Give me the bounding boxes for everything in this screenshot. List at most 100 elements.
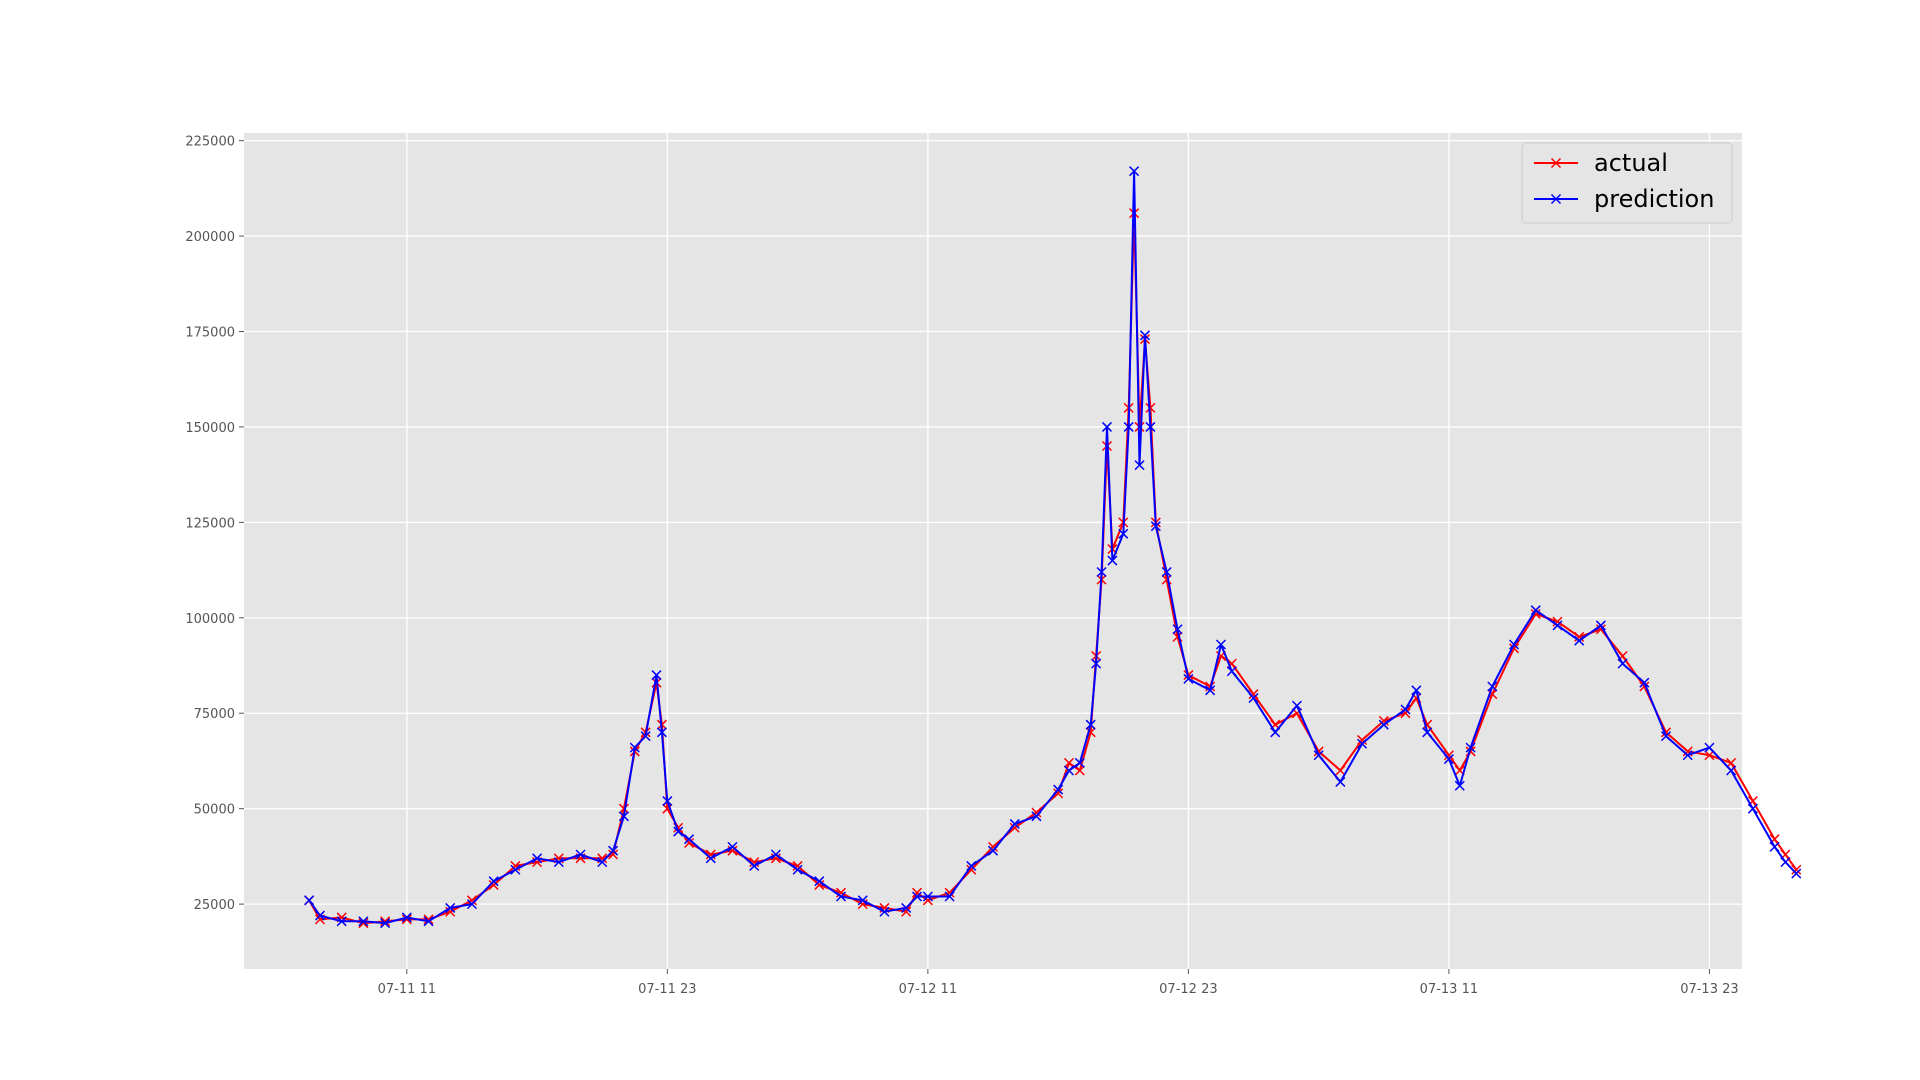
y-axis: 25000 50000 75000 100000 125000 150000 175000 2… xyxy=(185,135,244,913)
data-point-marker xyxy=(1574,631,1585,642)
data-point-marker xyxy=(1552,620,1563,631)
data-point-marker xyxy=(684,837,695,849)
data-point-marker xyxy=(1009,818,1020,829)
data-point-marker xyxy=(879,906,890,917)
data-point-marker xyxy=(466,895,477,906)
y-tick-label: 125000 xyxy=(185,516,235,531)
data-point-marker xyxy=(1335,765,1346,776)
data-point-marker xyxy=(987,845,999,856)
y-tick-label: 225000 xyxy=(185,135,235,150)
data-point-marker xyxy=(684,834,695,845)
data-point-marker xyxy=(1053,784,1064,795)
data-point-marker xyxy=(857,895,868,906)
data-point-marker xyxy=(1411,685,1422,696)
data-point-marker xyxy=(1443,754,1454,765)
data-point-marker xyxy=(1248,692,1259,703)
data-point-marker xyxy=(1063,757,1075,768)
x-tick-label: 07-13 23 xyxy=(1680,982,1738,997)
data-point-marker xyxy=(1747,803,1758,814)
data-point-marker xyxy=(1509,639,1520,650)
data-point-marker xyxy=(1660,731,1672,742)
data-point-marker xyxy=(423,914,434,925)
data-point-marker xyxy=(510,864,521,875)
data-point-marker xyxy=(1145,402,1156,413)
data-point-marker xyxy=(966,860,977,871)
data-point-marker xyxy=(1465,742,1476,753)
data-point-marker xyxy=(1400,704,1411,715)
data-point-marker xyxy=(922,891,933,902)
data-point-marker xyxy=(1248,689,1259,700)
data-point-marker xyxy=(1780,857,1791,868)
data-point-marker xyxy=(1226,658,1237,669)
data-point-marker xyxy=(1574,635,1585,646)
data-point-marker xyxy=(401,914,412,925)
data-point-marker xyxy=(1183,673,1194,684)
data-point-marker xyxy=(1161,566,1172,578)
y-tick-label: 25000 xyxy=(194,898,235,913)
data-point-marker xyxy=(792,860,803,871)
data-point-marker xyxy=(1443,750,1454,761)
data-point-marker xyxy=(1118,528,1129,539)
data-point-marker xyxy=(792,864,803,875)
data-point-marker xyxy=(1313,750,1324,761)
x-tick-label: 07-12 11 xyxy=(899,982,957,997)
data-point-marker xyxy=(1465,746,1476,757)
legend-swatch-marker xyxy=(1550,157,1562,169)
data-point-marker xyxy=(1378,719,1389,730)
data-point-marker xyxy=(1682,750,1693,761)
data-point-marker xyxy=(618,811,629,822)
data-point-marker xyxy=(445,902,456,913)
data-point-marker xyxy=(629,742,640,753)
y-tick-label: 75000 xyxy=(194,707,235,722)
x-tick-label: 07-12 23 xyxy=(1159,982,1217,997)
grid-lines xyxy=(244,133,1742,969)
data-point-marker xyxy=(1530,608,1541,620)
data-point-marker xyxy=(1074,757,1085,768)
data-point-marker xyxy=(1031,807,1042,818)
x-tick-label: 07-11 11 xyxy=(378,982,436,997)
data-point-marker xyxy=(1726,765,1737,776)
data-point-marker xyxy=(901,902,912,913)
data-point-marker xyxy=(1091,658,1102,669)
data-point-marker xyxy=(1726,757,1737,768)
data-point-marker xyxy=(304,895,315,906)
data-point-marker xyxy=(1150,521,1161,532)
data-point-marker xyxy=(336,916,347,927)
x-tick-label: 07-11 23 xyxy=(638,982,696,997)
data-point-marker xyxy=(380,916,391,927)
data-point-marker xyxy=(1270,727,1281,738)
y-tick-label: 50000 xyxy=(194,803,235,818)
data-point-marker xyxy=(358,918,369,929)
data-point-marker xyxy=(1422,727,1433,738)
data-point-marker xyxy=(1063,765,1075,776)
data-point-marker xyxy=(911,891,923,902)
data-point-marker xyxy=(1139,330,1151,341)
data-point-marker xyxy=(608,849,619,860)
data-point-marker xyxy=(1123,421,1134,432)
data-point-marker xyxy=(1791,864,1802,875)
data-point-marker xyxy=(1129,166,1140,177)
data-point-marker xyxy=(358,916,369,927)
data-point-marker xyxy=(1357,734,1368,745)
data-point-marker xyxy=(749,860,760,871)
data-point-marker xyxy=(835,887,847,898)
data-point-marker xyxy=(1704,742,1715,753)
data-point-marker xyxy=(608,845,619,856)
data-point-marker xyxy=(1617,658,1628,669)
data-point-marker xyxy=(835,891,847,902)
data-point-marker xyxy=(1487,681,1498,692)
data-point-marker xyxy=(966,864,977,875)
data-point-marker xyxy=(1595,620,1606,631)
x-tick-label: 07-13 11 xyxy=(1420,982,1478,997)
data-point-marker xyxy=(423,916,434,927)
data-point-marker xyxy=(727,841,738,852)
data-point-marker xyxy=(640,731,651,742)
data-point-marker xyxy=(1134,460,1145,471)
data-point-marker xyxy=(1291,700,1302,711)
data-point-marker xyxy=(553,857,564,868)
data-point-marker xyxy=(1053,788,1064,799)
data-point-marker xyxy=(1172,624,1183,635)
y-tick-label: 100000 xyxy=(185,612,235,627)
data-point-marker xyxy=(1085,719,1096,730)
y-tick-label: 150000 xyxy=(185,421,235,436)
